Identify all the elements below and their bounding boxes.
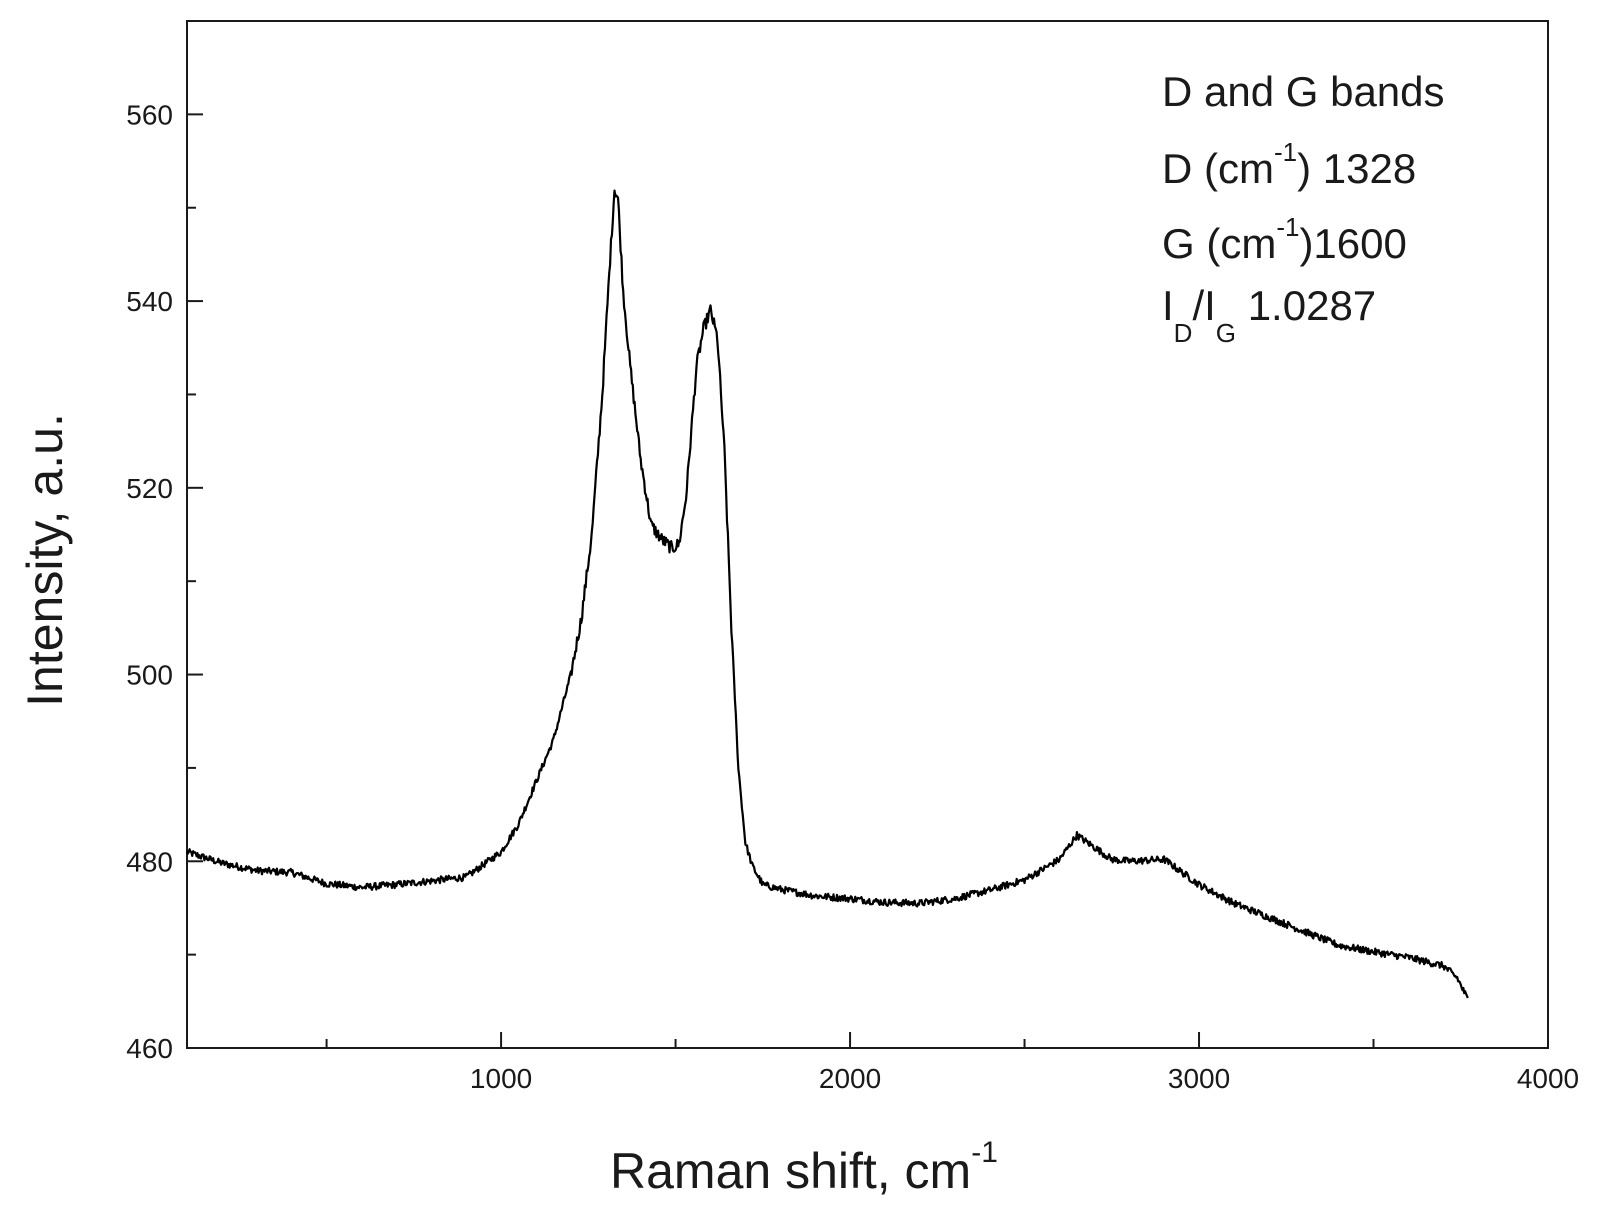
y-tick-label: 520 (126, 473, 173, 504)
y-axis-tick-labels: 460 480 500 520 540 560 (126, 99, 173, 1064)
x-tick-label: 2000 (819, 1063, 881, 1094)
y-axis-title: Intensity, a.u. (17, 413, 73, 707)
y-tick-label: 540 (126, 286, 173, 317)
y-tick-label: 480 (126, 846, 173, 877)
x-axis-title: Raman shift, cm-1 (610, 1136, 998, 1199)
x-axis-title-superscript: -1 (971, 1136, 998, 1169)
annotation-g-band: G (cm-1)1600 (1162, 212, 1407, 267)
plot-frame (186, 20, 1549, 1049)
x-axis-ticks (325, 1032, 1549, 1048)
annotation-g-band-superscript: -1 (1276, 212, 1299, 242)
annotation-ratio-subscript-d: D (1174, 318, 1193, 348)
annotation-intensity-ratio: ID/IG 1.0287 (1162, 282, 1376, 348)
y-tick-label: 460 (126, 1033, 173, 1064)
x-tick-label: 1000 (470, 1063, 532, 1094)
annotation-d-band: D (cm-1) 1328 (1162, 137, 1416, 192)
annotation-title: D and G bands (1162, 68, 1445, 115)
x-tick-label: 3000 (1168, 1063, 1230, 1094)
annotation-box: D and G bands D (cm-1) 1328 G (cm-1)1600… (1162, 68, 1445, 348)
y-tick-label: 560 (126, 99, 173, 130)
y-axis-ticks (187, 113, 203, 1049)
x-axis-tick-labels: 1000 2000 3000 4000 (470, 1063, 1579, 1094)
annotation-d-band-superscript: -1 (1274, 137, 1297, 167)
y-tick-label: 500 (126, 660, 173, 691)
x-tick-label: 4000 (1517, 1063, 1579, 1094)
spectrum-line (185, 189, 1469, 999)
annotation-ratio-subscript-g: G (1216, 318, 1236, 348)
